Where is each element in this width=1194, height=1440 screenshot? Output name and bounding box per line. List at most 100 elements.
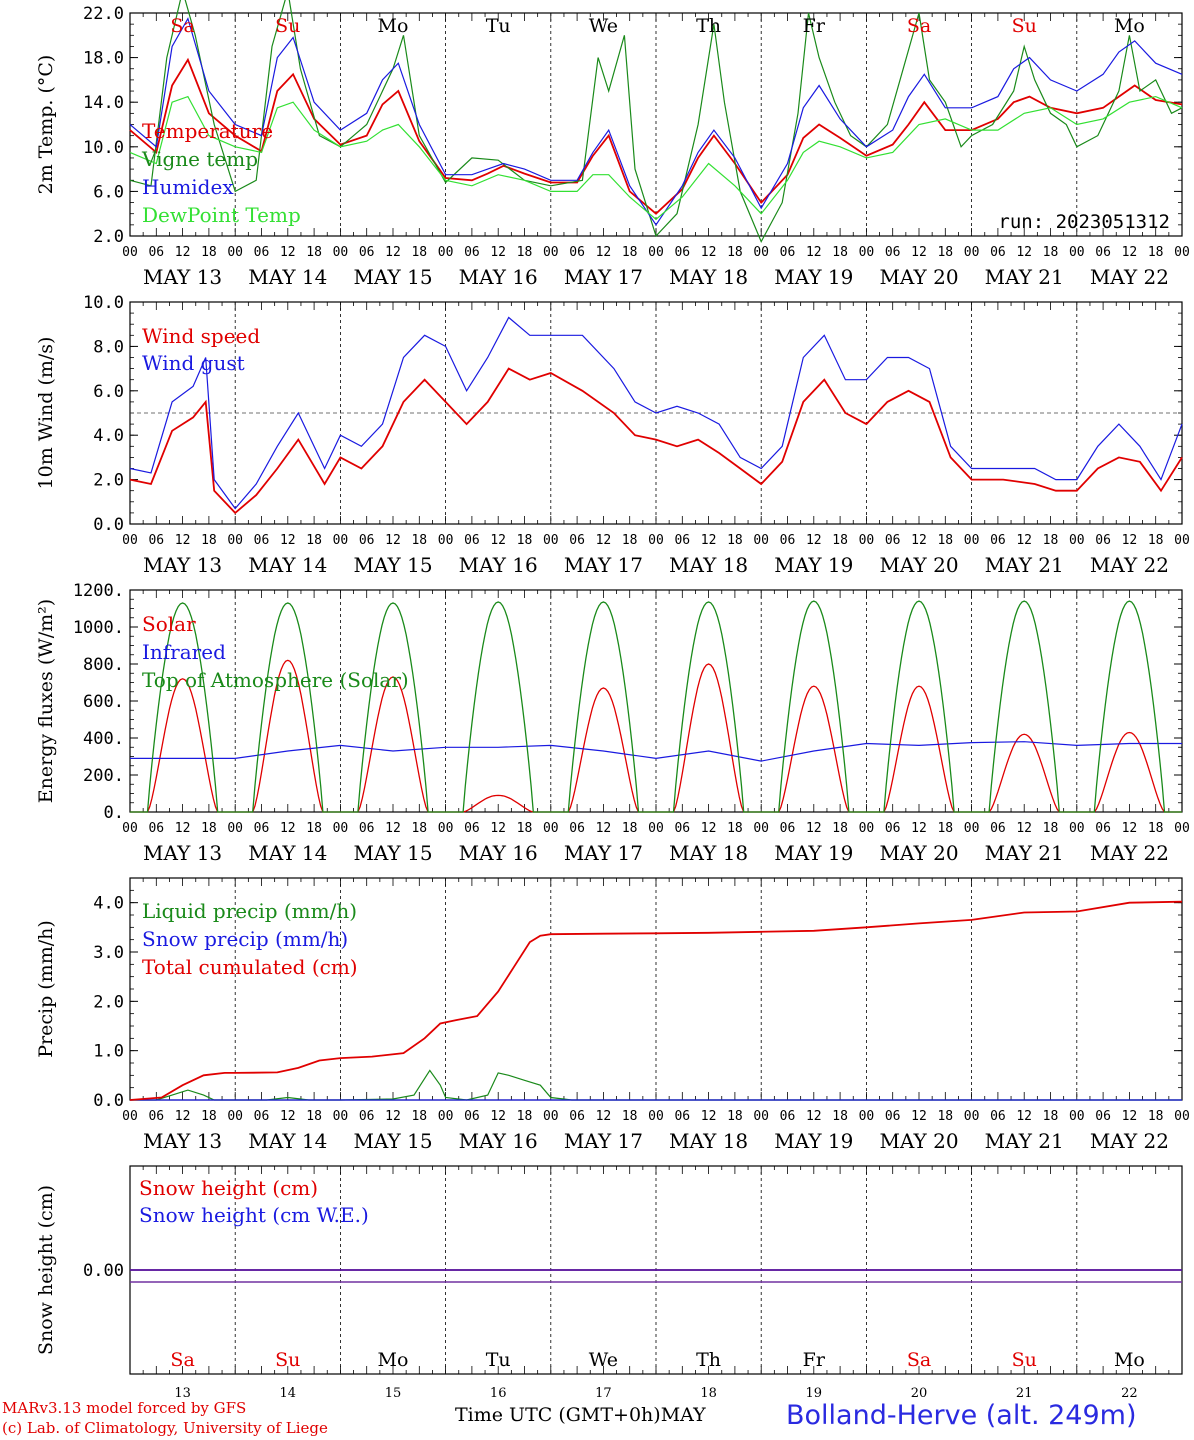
panel-3-frame — [129, 589, 1183, 813]
series-line-dewpoint-temp — [129, 95, 1183, 221]
day-letter-top: Mo — [1114, 15, 1145, 37]
x-hour-label: 12 — [596, 245, 612, 260]
day-letter-top: Sa — [170, 15, 194, 37]
x-hour-label: 12 — [806, 245, 822, 260]
x-date-label: MAY 17 — [564, 1129, 643, 1153]
day-number: 17 — [595, 1386, 612, 1401]
x-hour-label: 00 — [1069, 245, 1085, 260]
x-hour-label: 06 — [990, 821, 1006, 836]
x-hour-label: 12 — [385, 1109, 401, 1124]
x-hour-label: 06 — [254, 821, 270, 836]
x-date-label: MAY 20 — [879, 841, 958, 865]
x-hour-label: 12 — [490, 245, 506, 260]
x-date-label: MAY 20 — [879, 265, 958, 289]
x-hour-label: 12 — [806, 533, 822, 548]
x-hour-label: 18 — [411, 245, 427, 260]
x-hour-label: 12 — [175, 245, 191, 260]
x-date-label: MAY 16 — [459, 265, 538, 289]
x-hour-label: 12 — [175, 533, 191, 548]
day-letter-bottom: Mo — [1114, 1349, 1145, 1371]
x-hour-label: 00 — [859, 533, 875, 548]
x-date-label: MAY 16 — [459, 841, 538, 865]
x-hour-label: 18 — [1043, 533, 1059, 548]
series-line-vigne-temp — [129, 0, 1183, 243]
day-letter-top: Sa — [907, 15, 931, 37]
x-hour-label: 00 — [1069, 821, 1085, 836]
x-hour-label: 12 — [911, 533, 927, 548]
series-line-infrared — [130, 741, 1182, 762]
legend-entry: Solar — [142, 612, 196, 636]
x-hour-label: 00 — [964, 245, 980, 260]
x-hour-label: 06 — [885, 245, 901, 260]
x-hour-label: 06 — [674, 533, 690, 548]
legend-entry: Snow height (cm W.E.) — [139, 1203, 369, 1227]
legend-entry: Snow height (cm) — [139, 1176, 318, 1200]
day-letter-bottom: Th — [696, 1349, 721, 1371]
x-hour-label: 06 — [148, 245, 164, 260]
x-hour-label: 00 — [227, 533, 243, 548]
x-hour-label: 00 — [859, 245, 875, 260]
x-hour-label: 00 — [1069, 533, 1085, 548]
x-hour-label: 00 — [333, 533, 349, 548]
x-hour-label: 18 — [727, 533, 743, 548]
x-hour-label: 18 — [622, 1109, 638, 1124]
x-date-label: MAY 19 — [774, 265, 853, 289]
x-hour-label: 06 — [148, 821, 164, 836]
series-line-total-cumulated-cm- — [129, 900, 1183, 1101]
y-axis-label: Energy fluxes (W/m²) — [35, 599, 57, 803]
x-date-label: MAY 15 — [353, 553, 432, 577]
x-hour-label: 12 — [490, 1109, 506, 1124]
x-hour-label: 00 — [859, 1109, 875, 1124]
x-hour-label: 12 — [1016, 1109, 1032, 1124]
x-date-label: MAY 18 — [669, 1129, 748, 1153]
x-hour-label: 12 — [596, 533, 612, 548]
x-hour-label: 06 — [464, 533, 480, 548]
x-hour-label: 18 — [517, 821, 533, 836]
y-axis-label: 2m Temp. (°C) — [35, 55, 57, 195]
legend-entry: Temperature — [142, 119, 273, 143]
x-hour-label: 18 — [622, 821, 638, 836]
x-date-label: MAY 13 — [143, 1129, 222, 1153]
x-date-label: MAY 21 — [985, 265, 1064, 289]
series-line-wind-speed — [129, 367, 1183, 515]
x-hour-label: 12 — [596, 1109, 612, 1124]
y-tick-label: 22.0 — [83, 4, 124, 24]
y-tick-label: 2.0 — [93, 992, 124, 1012]
x-hour-label: 06 — [885, 533, 901, 548]
x-date-label: MAY 18 — [669, 841, 748, 865]
day-letter-bottom: We — [589, 1349, 618, 1371]
x-hour-label: 18 — [727, 821, 743, 836]
day-letter-top: Th — [696, 15, 721, 37]
x-hour-label: 00 — [543, 533, 559, 548]
day-number: 19 — [806, 1386, 823, 1401]
x-hour-label: 06 — [569, 821, 585, 836]
x-hour-label: 12 — [911, 245, 927, 260]
x-hour-label: 18 — [937, 1109, 953, 1124]
day-letter-bottom: Su — [275, 1349, 300, 1371]
y-tick-label: 0. — [104, 803, 124, 823]
x-hour-label: 12 — [490, 821, 506, 836]
x-hour-label: 00 — [333, 821, 349, 836]
legend-entry: Wind gust — [142, 351, 245, 375]
x-date-label: MAY 21 — [985, 1129, 1064, 1153]
x-hour-label: 06 — [885, 1109, 901, 1124]
x-hour-label: 18 — [1148, 245, 1164, 260]
y-tick-label: 3.0 — [93, 943, 124, 963]
day-number: 21 — [1016, 1386, 1033, 1401]
x-hour-label: 12 — [385, 245, 401, 260]
time-label: Time UTC (GMT+0h) — [455, 1404, 661, 1426]
day-letter-bottom: Tu — [486, 1349, 511, 1371]
y-tick-label: 10.0 — [83, 138, 124, 158]
x-hour-label: 12 — [175, 821, 191, 836]
x-hour-label: 06 — [569, 533, 585, 548]
x-hour-label: 18 — [306, 533, 322, 548]
day-number: 20 — [911, 1386, 928, 1401]
x-hour-label: 18 — [306, 1109, 322, 1124]
x-hour-label: 12 — [596, 821, 612, 836]
x-hour-label: 06 — [254, 245, 270, 260]
series-line-temperature — [129, 57, 1183, 215]
x-hour-label: 00 — [122, 245, 138, 260]
x-date-label: MAY 20 — [879, 1129, 958, 1153]
y-tick-label: 8.0 — [93, 337, 124, 357]
